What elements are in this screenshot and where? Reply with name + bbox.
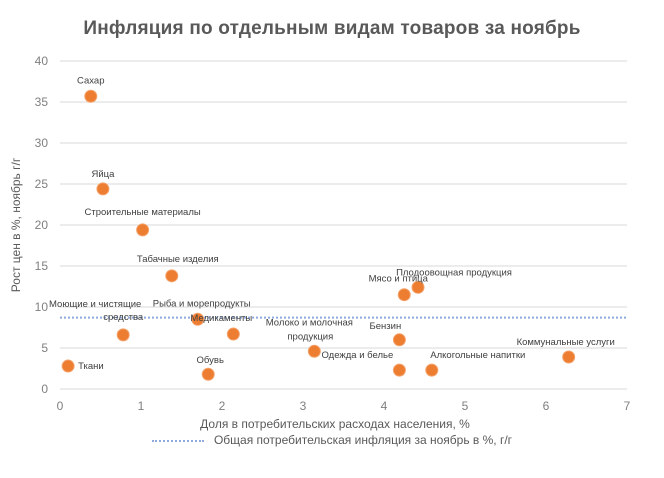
data-point[interactable] [84, 89, 98, 103]
data-label: Одежда и белье [322, 350, 394, 361]
data-label: Плодоовощная продукция [396, 267, 512, 278]
data-point[interactable] [392, 333, 406, 347]
data-point[interactable] [116, 328, 130, 342]
data-point[interactable] [191, 312, 205, 326]
data-label: Моющие и чистящие средства [49, 299, 144, 323]
y-tick-label: 20 [35, 218, 49, 232]
data-label: Ткани [78, 361, 104, 372]
data-label: Строительные материалы [85, 207, 201, 218]
data-label: Мясо и птица [369, 274, 429, 285]
legend: Общая потребительская инфляция за ноябрь… [0, 433, 664, 447]
data-label: Обувь [197, 355, 224, 366]
x-tick-label: 5 [462, 399, 469, 413]
y-tick-label: 30 [35, 136, 49, 150]
data-point[interactable] [61, 359, 75, 373]
data-label: Рыба и морепродукты [153, 298, 251, 309]
x-tick-label: 0 [57, 399, 64, 413]
data-point[interactable] [96, 182, 110, 196]
y-tick-label: 15 [35, 259, 49, 273]
data-point[interactable] [136, 223, 150, 237]
data-point[interactable] [201, 367, 215, 381]
y-tick-label: 10 [35, 300, 49, 314]
data-labels: Сахар Яйца Строительные материалы Табачные … [49, 75, 615, 372]
x-tick-label: 1 [138, 399, 145, 413]
x-tick-label: 4 [381, 399, 388, 413]
legend-swatch-dotted-line [151, 439, 204, 442]
data-point[interactable] [411, 280, 425, 294]
chart-title: Инфляция по отдельным видам товаров за н… [83, 18, 581, 39]
data-label: Молоко и молочная продукция [266, 317, 353, 342]
x-axis-ticks: 0 1 2 3 4 5 6 7 [57, 399, 631, 413]
x-tick-label: 2 [219, 399, 226, 413]
data-point[interactable] [397, 288, 411, 302]
x-axis-title: Доля в потребительских расходах населени… [200, 417, 470, 431]
gridlines [60, 60, 627, 390]
y-axis-ticks: 0 5 10 15 20 25 30 35 40 [35, 54, 49, 396]
data-label: Коммунальные услуги [517, 337, 615, 348]
data-point[interactable] [226, 327, 240, 341]
y-tick-label: 40 [35, 54, 49, 68]
x-tick-label: 3 [300, 399, 307, 413]
data-point[interactable] [392, 363, 406, 377]
y-axis-title: Рост цен в %, ноябрь г/г [9, 157, 23, 292]
data-point[interactable] [307, 344, 321, 358]
x-tick-label: 7 [624, 399, 631, 413]
y-tick-label: 35 [35, 95, 49, 109]
data-point[interactable] [425, 363, 439, 377]
data-point[interactable] [165, 269, 179, 283]
y-tick-label: 0 [41, 382, 48, 396]
legend-entry: Общая потребительская инфляция за ноябрь… [213, 433, 513, 447]
y-tick-label: 25 [35, 177, 49, 191]
data-point[interactable] [562, 350, 576, 364]
data-label: Медикаменты [190, 313, 252, 324]
data-points [61, 89, 576, 381]
data-label: Алкогольные напитки [430, 350, 525, 361]
y-tick-label: 5 [41, 341, 48, 355]
data-label: Табачные изделия [137, 254, 219, 265]
x-tick-label: 6 [543, 399, 550, 413]
data-label: Бензин [370, 321, 402, 332]
data-label: Сахар [77, 75, 104, 86]
data-label: Яйца [91, 169, 115, 180]
